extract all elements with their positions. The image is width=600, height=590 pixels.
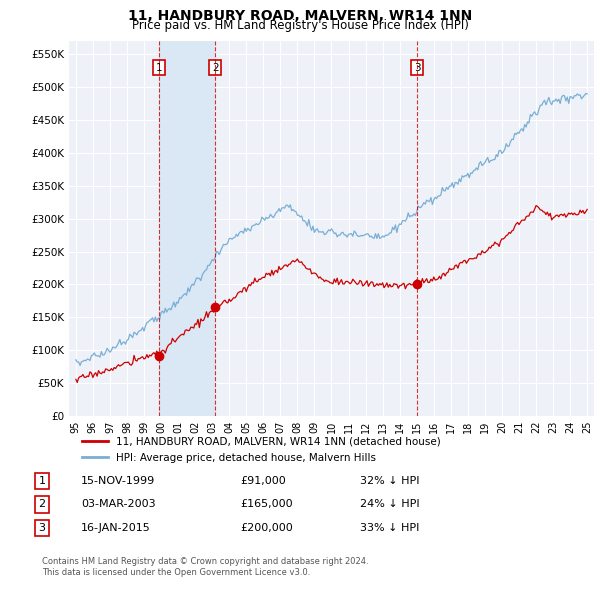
Text: 03-MAR-2003: 03-MAR-2003 (81, 500, 155, 509)
Legend: 11, HANDBURY ROAD, MALVERN, WR14 1NN (detached house), HPI: Average price, detac: 11, HANDBURY ROAD, MALVERN, WR14 1NN (de… (78, 432, 445, 467)
Text: 3: 3 (414, 63, 421, 73)
Text: 16-JAN-2015: 16-JAN-2015 (81, 523, 151, 533)
Text: 11, HANDBURY ROAD, MALVERN, WR14 1NN: 11, HANDBURY ROAD, MALVERN, WR14 1NN (128, 9, 472, 23)
Text: Price paid vs. HM Land Registry's House Price Index (HPI): Price paid vs. HM Land Registry's House … (131, 19, 469, 32)
Text: £200,000: £200,000 (240, 523, 293, 533)
Text: 3: 3 (38, 523, 46, 533)
Text: 2: 2 (212, 63, 218, 73)
Text: 24% ↓ HPI: 24% ↓ HPI (360, 500, 419, 509)
Text: £91,000: £91,000 (240, 476, 286, 486)
Text: This data is licensed under the Open Government Licence v3.0.: This data is licensed under the Open Gov… (42, 568, 310, 577)
Text: Contains HM Land Registry data © Crown copyright and database right 2024.: Contains HM Land Registry data © Crown c… (42, 558, 368, 566)
Text: 15-NOV-1999: 15-NOV-1999 (81, 476, 155, 486)
Text: 2: 2 (38, 500, 46, 509)
Text: 33% ↓ HPI: 33% ↓ HPI (360, 523, 419, 533)
Text: 1: 1 (38, 476, 46, 486)
Bar (159, 41, 215, 416)
Text: 1: 1 (155, 63, 163, 73)
Text: 32% ↓ HPI: 32% ↓ HPI (360, 476, 419, 486)
Text: £165,000: £165,000 (240, 500, 293, 509)
